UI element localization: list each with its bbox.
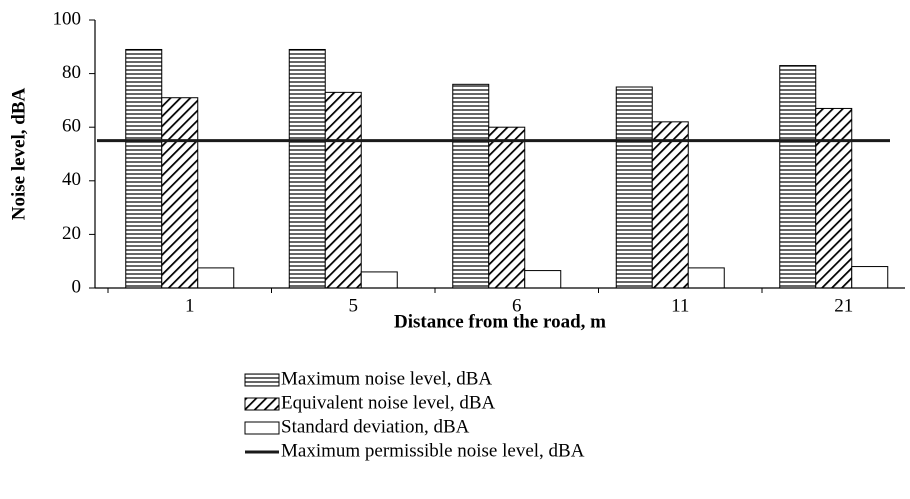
x-tick-label: 21: [834, 295, 853, 316]
bar: [687, 267, 725, 289]
x-tick-label: 11: [671, 295, 689, 316]
y-tick-label: 0: [72, 276, 82, 297]
bar: [815, 107, 853, 289]
x-tick-label: 6: [512, 295, 522, 316]
y-axis-title: Noise level, dBA: [8, 87, 29, 220]
y-tick-label: 100: [53, 8, 82, 29]
bar: [324, 91, 362, 289]
legend-label: Maximum noise level, dBA: [281, 368, 492, 389]
bar: [524, 270, 562, 289]
x-tick-label: 1: [185, 295, 195, 316]
legend-label: Maximum permissible noise level, dBA: [281, 440, 585, 461]
legend-swatch: [244, 397, 280, 411]
legend-swatch: [244, 421, 280, 435]
bar: [452, 83, 490, 289]
bar: [360, 271, 398, 289]
bar: [197, 267, 235, 289]
x-axis-title: Distance from the road, m: [394, 311, 606, 332]
legend-label: Equivalent noise level, dBA: [281, 392, 496, 413]
bar: [488, 126, 526, 289]
bar: [651, 121, 689, 289]
y-tick-label: 80: [62, 62, 81, 83]
y-tick-label: 20: [62, 223, 81, 244]
x-tick-label: 5: [349, 295, 359, 316]
y-tick-label: 40: [62, 169, 81, 190]
bar: [161, 97, 199, 289]
bar: [125, 48, 163, 289]
bar: [615, 86, 653, 289]
legend-swatch: [244, 373, 280, 387]
y-tick-label: 60: [62, 116, 81, 137]
bar: [851, 266, 889, 289]
legend-label: Standard deviation, dBA: [281, 416, 470, 437]
bar: [288, 48, 326, 289]
bar: [779, 65, 817, 289]
